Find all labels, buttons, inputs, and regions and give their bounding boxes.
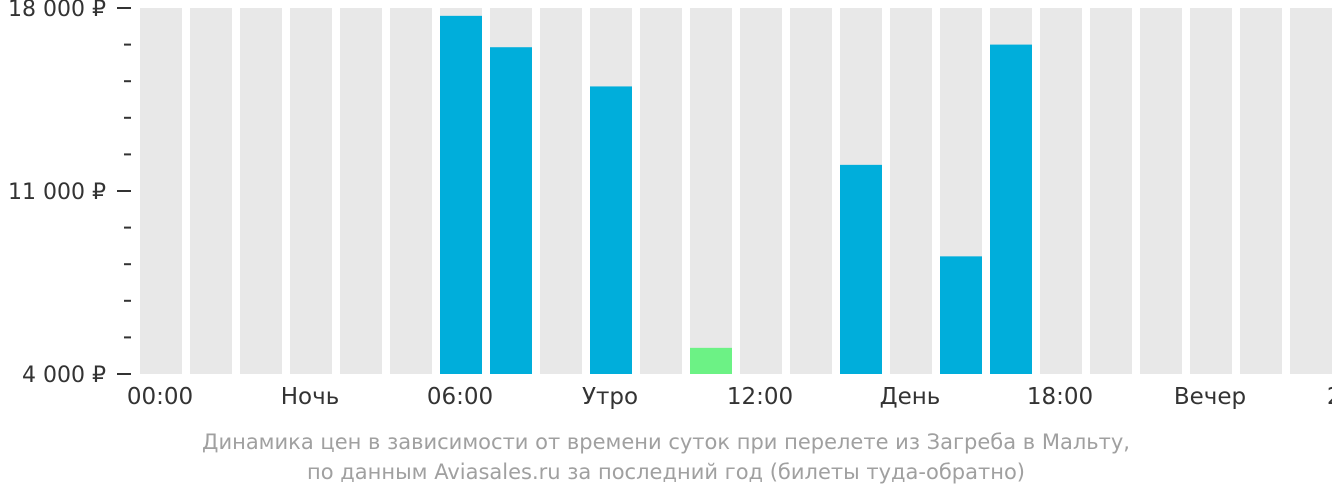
background-column-08 [540,8,582,374]
x-label-0: 00:00 [127,384,193,410]
background-column-02 [240,8,282,374]
background-column-23 [1290,8,1332,374]
background-column-12 [740,8,782,374]
background-column-00 [140,8,182,374]
x-label-3: Утро [582,384,638,410]
background-column-10 [640,8,682,374]
bar-hour-17 [990,44,1032,374]
x-label-2: 06:00 [427,384,493,410]
y-tick-label-11000: 11 000 ₽ [8,180,106,205]
background-column-21 [1190,8,1232,374]
background-column-18 [1040,8,1082,374]
background-column-22 [1240,8,1282,374]
background-column-05 [390,8,432,374]
background-column-01 [190,8,232,374]
y-tick-label-18000: 18 000 ₽ [8,0,106,22]
x-label-4: 12:00 [727,384,793,410]
x-label-8: 24:00 [1327,384,1332,410]
background-column-19 [1090,8,1132,374]
bar-hour-07 [490,47,532,374]
background-column-11 [690,8,732,374]
bar-hour-06 [440,15,482,374]
background-column-03 [290,8,332,374]
x-label-5: День [880,384,941,410]
background-column-20 [1140,8,1182,374]
price-chart: 18 000 ₽ 11 000 ₽ 4 000 ₽ 00:00 Ночь 06:00 Утр… [8,0,1332,410]
background-column-15 [890,8,932,374]
bar-hour-14 [840,164,882,374]
chart-caption-line-1: Динамика цен в зависимости от времени су… [202,430,1130,454]
chart-caption-line-2: по данным Aviasales.ru за последний год … [307,460,1025,484]
x-label-1: Ночь [281,384,340,410]
x-label-7: Вечер [1174,384,1246,410]
bar-hour-11 [690,347,732,374]
x-label-6: 18:00 [1027,384,1093,410]
background-column-13 [790,8,832,374]
bar-hour-09 [590,86,632,374]
background-column-04 [340,8,382,374]
y-tick-label-4000: 4 000 ₽ [22,363,106,388]
bar-hour-16 [940,256,982,374]
